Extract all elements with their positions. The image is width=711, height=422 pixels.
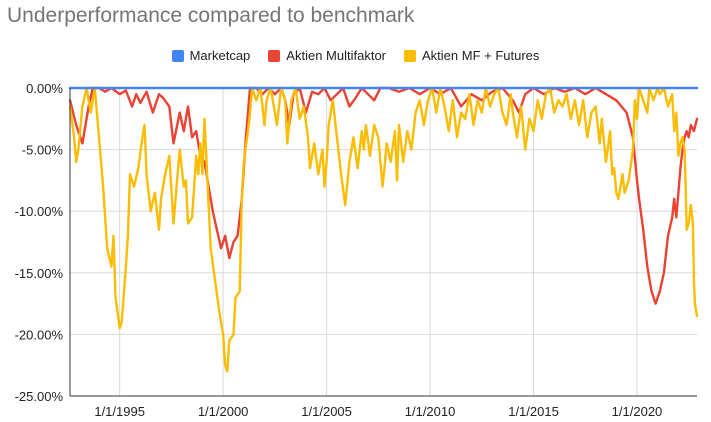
y-tick-label: -10.00% [15,204,64,219]
x-tick-label: 1/1/2000 [198,404,249,419]
axes [69,88,697,397]
legend-item-aktien-mf-futures[interactable]: Aktien MF + Futures [404,48,539,63]
x-tick-label: 1/1/1995 [94,404,145,419]
x-tick-label: 1/1/2005 [301,404,352,419]
legend-swatch-aktien-multifaktor [268,49,281,62]
series-line-aktien-mf-futures[interactable] [68,86,699,373]
legend-item-aktien-multifaktor[interactable]: Aktien Multifaktor [268,48,386,63]
legend-label-aktien-mf-futures: Aktien MF + Futures [422,48,540,63]
series-line-aktien-multifaktor[interactable] [68,86,699,305]
legend-label-marketcap: Marketcap [189,48,251,63]
legend-label-aktien-multifaktor: Aktien Multifaktor [286,48,386,63]
y-tick-label: -25.00% [15,389,64,404]
series-lines [68,86,699,373]
x-tick-label: 1/1/2020 [612,404,663,419]
y-tick-label: -5.00% [22,143,64,158]
x-tick-label: 1/1/2015 [508,404,559,419]
legend-swatch-aktien-mf-futures [404,49,416,62]
y-tick-label: -15.00% [15,266,64,281]
tick-labels: 0.00% -5.00% -10.00% -15.00% -20.00% -25.00% 1… [15,81,663,419]
y-tick-label: -20.00% [15,327,64,342]
chart-title: Underperformance compared to benchmark [7,4,415,27]
legend: Marketcap Aktien Multifaktor Aktien MF +… [0,48,711,63]
legend-swatch-marketcap [171,49,184,62]
x-tick-label: 1/1/2010 [405,404,456,419]
legend-item-marketcap[interactable]: Marketcap [171,48,251,63]
y-tick-label: 0.00% [26,81,63,96]
